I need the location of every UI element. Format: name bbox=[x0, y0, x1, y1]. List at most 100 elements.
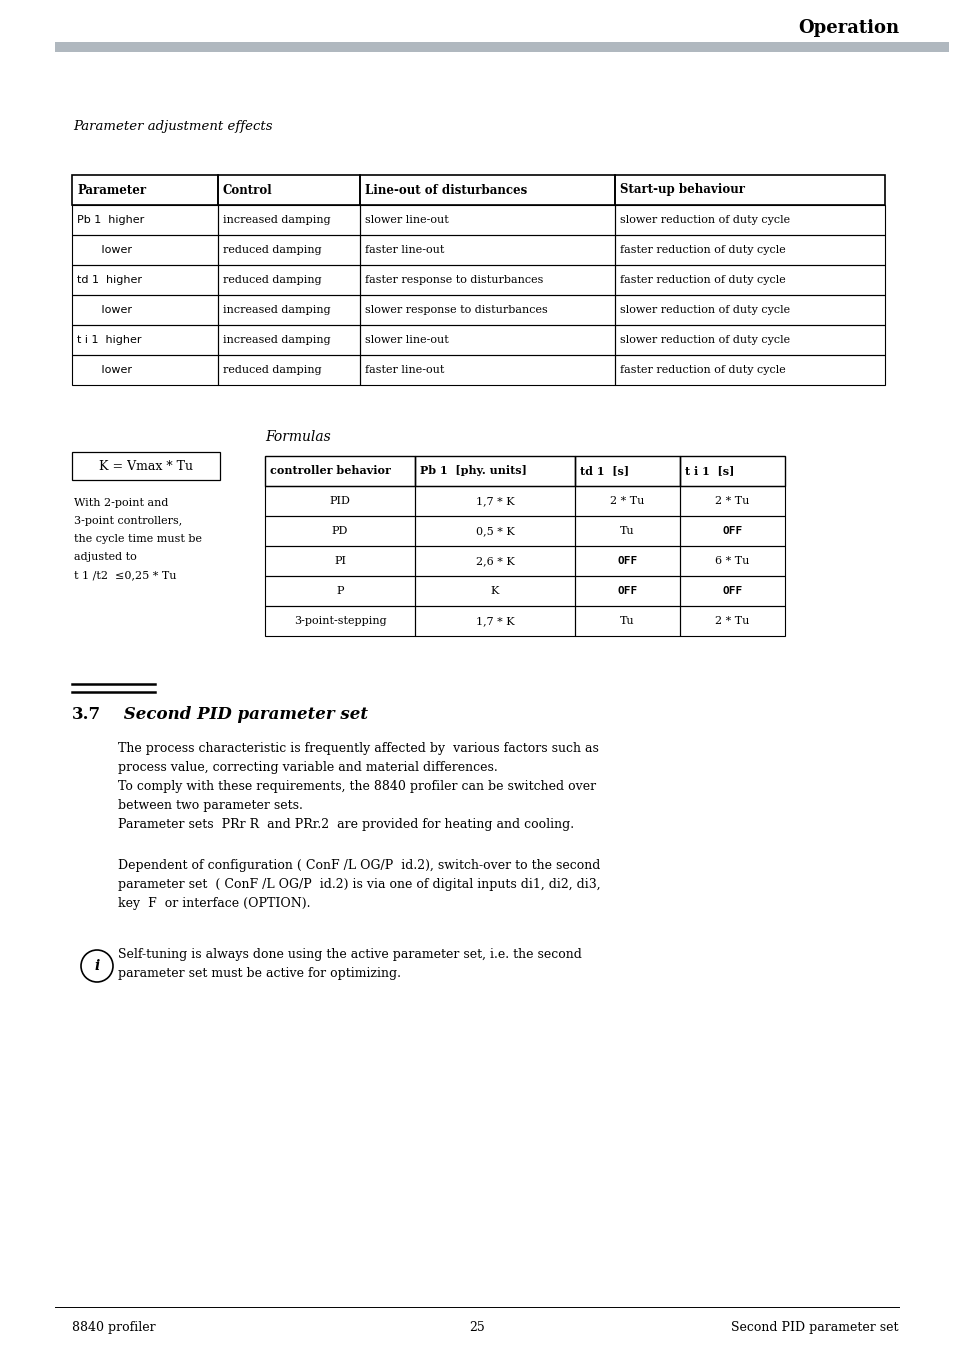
Text: reduced damping: reduced damping bbox=[223, 365, 321, 376]
Text: 0,5 * K: 0,5 * K bbox=[476, 526, 514, 536]
Text: 2,6 * K: 2,6 * K bbox=[476, 557, 514, 566]
Bar bbox=[359, 205, 615, 235]
Text: Dependent of configuration ( ConF /L OG/P  id.2), switch-over to the second: Dependent of configuration ( ConF /L OG/… bbox=[118, 859, 599, 871]
Bar bbox=[575, 546, 679, 576]
Text: Operation: Operation bbox=[797, 19, 898, 36]
Text: OFF: OFF bbox=[721, 526, 741, 536]
Text: reduced damping: reduced damping bbox=[223, 276, 321, 285]
Bar bbox=[679, 486, 784, 516]
Text: slower reduction of duty cycle: slower reduction of duty cycle bbox=[619, 215, 789, 226]
Bar bbox=[615, 265, 884, 295]
Bar bbox=[71, 453, 220, 480]
Text: Second PID parameter set: Second PID parameter set bbox=[118, 707, 368, 723]
Bar bbox=[679, 607, 784, 636]
Bar bbox=[218, 235, 359, 265]
Bar bbox=[71, 176, 218, 205]
Bar bbox=[71, 265, 218, 295]
Text: Pb 1  [phy. units]: Pb 1 [phy. units] bbox=[419, 466, 526, 477]
Bar bbox=[265, 486, 415, 516]
Bar bbox=[615, 326, 884, 355]
Bar bbox=[615, 295, 884, 326]
Text: OFF: OFF bbox=[721, 586, 741, 596]
Text: 1,7 * K: 1,7 * K bbox=[476, 496, 514, 507]
Bar bbox=[359, 326, 615, 355]
Text: With 2-point and: With 2-point and bbox=[74, 499, 168, 508]
Text: PID: PID bbox=[329, 496, 350, 507]
Bar bbox=[71, 355, 218, 385]
Text: Parameter sets  PRr R  and PRr.2  are provided for heating and cooling.: Parameter sets PRr R and PRr.2 are provi… bbox=[118, 817, 574, 831]
Text: parameter set  ( ConF /L OG/P  id.2) is via one of digital inputs di1, di2, di3,: parameter set ( ConF /L OG/P id.2) is vi… bbox=[118, 878, 600, 892]
Bar bbox=[359, 355, 615, 385]
Bar bbox=[615, 235, 884, 265]
Text: parameter set must be active for optimizing.: parameter set must be active for optimiz… bbox=[118, 967, 400, 979]
Bar bbox=[679, 546, 784, 576]
Text: slower response to disturbances: slower response to disturbances bbox=[365, 305, 547, 315]
Text: 2 * Tu: 2 * Tu bbox=[610, 496, 644, 507]
Bar bbox=[615, 176, 884, 205]
Text: Self-tuning is always done using the active parameter set, i.e. the second: Self-tuning is always done using the act… bbox=[118, 948, 581, 961]
Text: OFF: OFF bbox=[617, 586, 637, 596]
Bar bbox=[679, 457, 784, 486]
Text: Control: Control bbox=[223, 184, 273, 196]
Bar bbox=[415, 576, 575, 607]
Bar bbox=[615, 205, 884, 235]
Text: slower reduction of duty cycle: slower reduction of duty cycle bbox=[619, 305, 789, 315]
Text: 8840 profiler: 8840 profiler bbox=[71, 1321, 155, 1333]
Text: K = Vmax * Tu: K = Vmax * Tu bbox=[99, 459, 193, 473]
Text: t i 1  [s]: t i 1 [s] bbox=[684, 466, 734, 477]
Bar bbox=[265, 546, 415, 576]
Text: faster reduction of duty cycle: faster reduction of duty cycle bbox=[619, 245, 785, 255]
Text: 3-point-stepping: 3-point-stepping bbox=[294, 616, 386, 626]
Text: increased damping: increased damping bbox=[223, 215, 331, 226]
Text: The process characteristic is frequently affected by  various factors such as: The process characteristic is frequently… bbox=[118, 742, 598, 755]
Text: Tu: Tu bbox=[619, 526, 634, 536]
Bar bbox=[415, 607, 575, 636]
Bar bbox=[265, 576, 415, 607]
Text: increased damping: increased damping bbox=[223, 335, 331, 345]
Text: faster response to disturbances: faster response to disturbances bbox=[365, 276, 543, 285]
Bar bbox=[359, 295, 615, 326]
Bar bbox=[679, 576, 784, 607]
Text: reduced damping: reduced damping bbox=[223, 245, 321, 255]
Text: 3.7: 3.7 bbox=[71, 707, 101, 723]
Bar bbox=[359, 235, 615, 265]
Bar bbox=[218, 176, 359, 205]
Text: 3-point controllers,: 3-point controllers, bbox=[74, 516, 182, 526]
Text: increased damping: increased damping bbox=[223, 305, 331, 315]
Text: lower: lower bbox=[77, 365, 132, 376]
Text: 2 * Tu: 2 * Tu bbox=[715, 496, 749, 507]
Bar bbox=[415, 457, 575, 486]
Text: Parameter: Parameter bbox=[77, 184, 146, 196]
Text: Parameter adjustment effects: Parameter adjustment effects bbox=[73, 120, 273, 132]
Bar bbox=[218, 265, 359, 295]
Bar bbox=[218, 355, 359, 385]
Text: i: i bbox=[94, 959, 99, 973]
Text: Pb 1  higher: Pb 1 higher bbox=[77, 215, 144, 226]
Bar bbox=[359, 265, 615, 295]
Bar bbox=[415, 516, 575, 546]
Bar bbox=[575, 457, 679, 486]
Text: faster reduction of duty cycle: faster reduction of duty cycle bbox=[619, 276, 785, 285]
Text: To comply with these requirements, the 8840 profiler can be switched over: To comply with these requirements, the 8… bbox=[118, 780, 596, 793]
Bar bbox=[415, 546, 575, 576]
Text: td 1  [s]: td 1 [s] bbox=[579, 466, 628, 477]
Bar bbox=[265, 516, 415, 546]
Bar bbox=[615, 355, 884, 385]
Bar bbox=[359, 176, 615, 205]
Text: Second PID parameter set: Second PID parameter set bbox=[731, 1321, 898, 1333]
Text: controller behavior: controller behavior bbox=[270, 466, 391, 477]
Bar bbox=[575, 576, 679, 607]
Bar bbox=[265, 607, 415, 636]
Text: between two parameter sets.: between two parameter sets. bbox=[118, 798, 302, 812]
Text: adjusted to: adjusted to bbox=[74, 553, 136, 562]
Text: 6 * Tu: 6 * Tu bbox=[715, 557, 749, 566]
Text: process value, correcting variable and material differences.: process value, correcting variable and m… bbox=[118, 761, 497, 774]
Bar bbox=[71, 205, 218, 235]
Text: OFF: OFF bbox=[617, 557, 637, 566]
Text: key  F  or interface (OPTION).: key F or interface (OPTION). bbox=[118, 897, 310, 911]
Text: Start-up behaviour: Start-up behaviour bbox=[619, 184, 744, 196]
Bar bbox=[575, 607, 679, 636]
Bar bbox=[218, 205, 359, 235]
Bar bbox=[218, 326, 359, 355]
Bar bbox=[71, 326, 218, 355]
